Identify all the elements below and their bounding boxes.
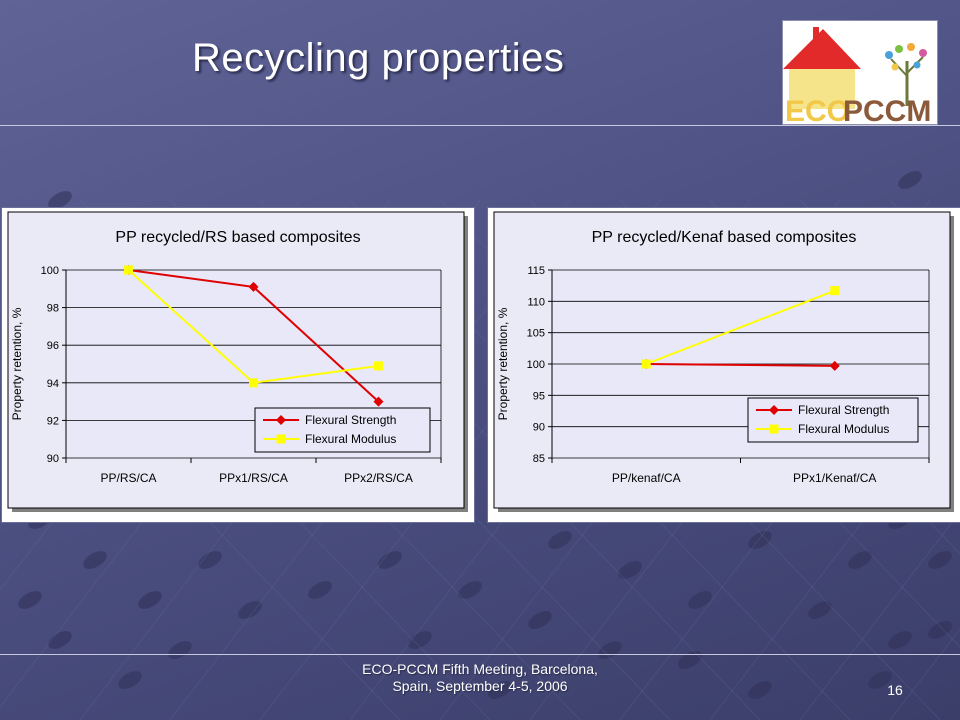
x-tick-label: PP/kenaf/CA: [612, 471, 681, 485]
background-dot: [308, 581, 332, 599]
background-dot: [48, 631, 72, 649]
y-tick-label: 94: [47, 378, 59, 390]
background-line: [889, 628, 960, 720]
slide-number: 16: [887, 682, 903, 698]
background-dot: [528, 611, 552, 629]
y-tick-label: 92: [47, 415, 59, 427]
y-tick-label: 110: [527, 296, 545, 308]
legend-box: [747, 397, 919, 443]
footer-line-1: ECO-PCCM Fifth Meeting, Barcelona,: [362, 661, 598, 677]
background-dot: [83, 551, 107, 569]
y-tick-label: 105: [527, 328, 545, 340]
data-point: [829, 360, 840, 371]
chart-kenaf-svg: PP recycled/Kenaf based composites 85 90 95…: [493, 211, 954, 512]
logo-eco-text: ECO: [785, 95, 850, 124]
eco-pccm-logo: ECO PCCM: [782, 20, 938, 128]
background-dot: [458, 581, 482, 599]
background-dot: [928, 551, 952, 569]
background-dot: [848, 551, 872, 569]
background-dot: [928, 621, 952, 639]
y-axis-label: Property retention, %: [496, 307, 510, 420]
chart-title: PP recycled/Kenaf based composites: [592, 229, 857, 246]
legend-box: [254, 407, 431, 453]
data-point: [830, 286, 840, 296]
x-tick-label: PPx1/RS/CA: [219, 471, 288, 485]
header-divider: [0, 125, 960, 126]
logo-pccm-text: PCCM: [843, 95, 931, 124]
background-dot: [138, 591, 162, 609]
y-tick-label: 100: [41, 265, 59, 277]
data-point: [249, 378, 258, 388]
slide-title: Recycling properties: [192, 36, 565, 80]
y-tick-label: 90: [47, 453, 59, 465]
footer-divider: [0, 654, 960, 655]
legend-label: Flexural Strength: [305, 413, 396, 427]
background-dot: [168, 641, 192, 659]
x-tick-label: PPx2/RS/CA: [344, 471, 413, 485]
series-line: [645, 289, 836, 365]
logo-roof-icon: [783, 29, 861, 69]
legend-marker: [769, 405, 779, 415]
background-dot: [898, 171, 922, 189]
x-tick-label: PPx1/Kenaf/CA: [793, 471, 876, 485]
data-point: [641, 359, 651, 369]
legend-label: Flexural Modulus: [305, 432, 396, 446]
y-tick-label: 115: [527, 265, 545, 277]
legend-marker: [769, 424, 779, 434]
series-line: [646, 363, 835, 367]
y-tick-label: 98: [47, 303, 59, 315]
x-tick-label: PP/RS/CA: [100, 471, 156, 485]
background-dot: [548, 531, 572, 549]
background-dot: [198, 551, 222, 569]
legend-label: Flexural Strength: [798, 403, 889, 417]
background-dot: [748, 681, 772, 699]
background-dot: [378, 551, 402, 569]
footer-line-2: Spain, September 4-5, 2006: [392, 678, 568, 694]
legend-label: Flexural Modulus: [798, 422, 889, 436]
legend-marker: [276, 415, 286, 425]
y-tick-label: 85: [533, 453, 545, 465]
background-dot: [618, 561, 642, 579]
background-dot: [238, 601, 262, 619]
data-point: [373, 396, 384, 407]
legend-marker: [276, 434, 286, 444]
background-dot: [808, 601, 832, 619]
background-dot: [688, 591, 712, 609]
background-line: [799, 511, 960, 720]
chart-rs-svg: PP recycled/RS based composites 90 92 94 96 9…: [7, 211, 468, 512]
background-dot: [488, 681, 512, 699]
background-dot: [748, 531, 772, 549]
chart-title: PP recycled/RS based composites: [115, 229, 360, 246]
background-dot: [408, 631, 432, 649]
background-dot: [888, 631, 912, 649]
background-dot: [598, 641, 622, 659]
background-dot: [678, 651, 702, 669]
data-point: [374, 361, 383, 371]
background-dot: [18, 591, 42, 609]
chart-rs-composites: PP recycled/RS based composites 90 92 94 96 9…: [1, 207, 475, 523]
y-axis-label: Property retention, %: [10, 307, 24, 420]
data-point: [124, 265, 133, 275]
y-tick-label: 90: [533, 422, 545, 434]
chart-kenaf-composites: PP recycled/Kenaf based composites 85 90 95…: [487, 207, 960, 523]
y-tick-label: 100: [527, 359, 545, 371]
y-tick-label: 96: [47, 340, 59, 352]
data-point: [248, 281, 259, 292]
background-dot: [868, 671, 892, 689]
background-dot: [48, 191, 72, 209]
footer-text: ECO-PCCM Fifth Meeting, Barcelona, Spain…: [330, 661, 630, 695]
background-dot: [118, 671, 142, 689]
y-tick-label: 95: [533, 390, 545, 402]
